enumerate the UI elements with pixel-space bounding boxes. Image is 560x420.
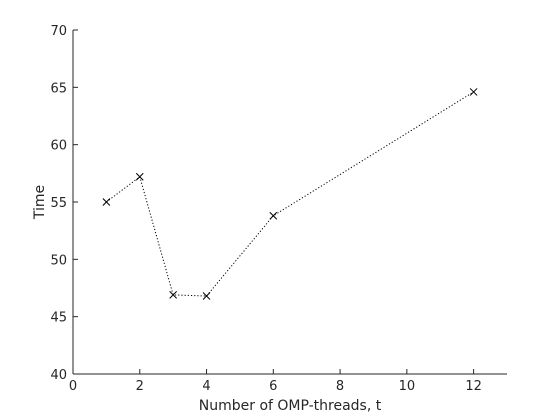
y-tick-label: 50 [50,253,67,268]
x-axis-label: Number of OMP-threads, t [199,398,382,414]
y-tick-label: 65 [50,81,67,96]
data-point [202,292,211,300]
x-ticks: 0 2 4 6 8 10 12 [69,369,482,394]
data-point [469,88,478,96]
y-tick-label: 55 [50,196,67,211]
series [102,88,478,300]
plot-area [72,30,507,375]
x-tick-label: 0 [69,379,77,394]
data-point [269,211,278,220]
x-tick-label: 8 [336,379,344,394]
y-axis-label: Time [32,185,48,220]
series-line [106,91,474,297]
y-tick-label: 45 [50,311,67,326]
y-tick-label: 40 [50,368,67,383]
y-tick-label: 70 [50,24,67,39]
data-point [169,291,178,299]
data-point [135,172,144,181]
x-tick-label: 10 [399,379,416,394]
x-tick-label: 2 [136,379,144,394]
x-tick-label: 12 [465,379,482,394]
data-point [102,198,111,206]
x-tick-label: 4 [202,379,210,394]
x-tick-label: 6 [269,379,277,394]
y-ticks: 40 45 50 55 60 65 70 [50,24,78,383]
y-tick-label: 60 [50,139,67,154]
